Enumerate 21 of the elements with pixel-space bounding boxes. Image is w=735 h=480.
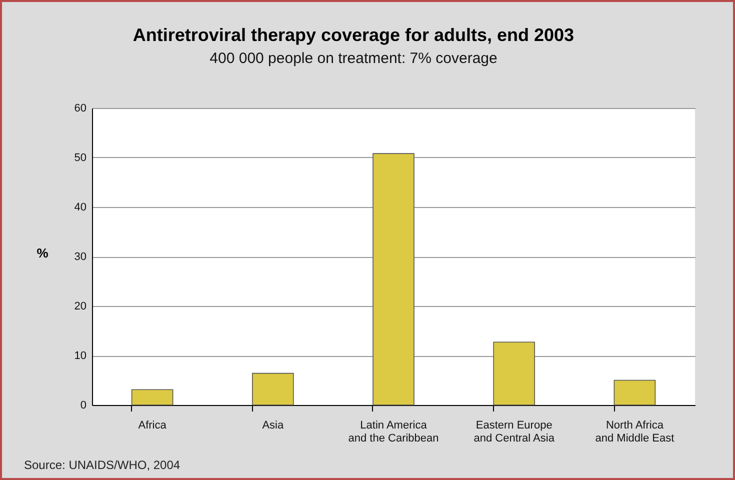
bar xyxy=(252,372,294,406)
y-tick-label: 50 xyxy=(74,152,86,164)
y-tick-label: 30 xyxy=(74,251,86,263)
y-tick-label: 40 xyxy=(74,202,86,214)
x-tick-label: North Africa and Middle East xyxy=(595,420,674,444)
bar xyxy=(131,389,174,406)
bar xyxy=(614,380,656,406)
chart-subtitle: 400 000 people on treatment: 7% coverage xyxy=(210,50,498,67)
y-axis-title: % xyxy=(36,246,49,260)
y-tick-label: 60 xyxy=(74,102,86,114)
bar xyxy=(372,153,414,406)
chart-title: Antiretroviral therapy coverage for adults, end 2003 xyxy=(132,25,574,45)
x-tick-label: Africa xyxy=(138,420,168,432)
x-tick-label: Latin America and the Caribbean xyxy=(348,420,439,444)
bar xyxy=(493,342,535,406)
y-tick-label: 20 xyxy=(74,300,86,312)
x-tick-label: Asia xyxy=(262,420,284,432)
x-tick-label: Eastern Europe and Central Asia xyxy=(474,420,556,444)
y-tick-label: 0 xyxy=(80,400,86,412)
y-tick-label: 10 xyxy=(74,350,86,362)
source-note: Source: UNAIDS/WHO, 2004 xyxy=(24,458,180,472)
